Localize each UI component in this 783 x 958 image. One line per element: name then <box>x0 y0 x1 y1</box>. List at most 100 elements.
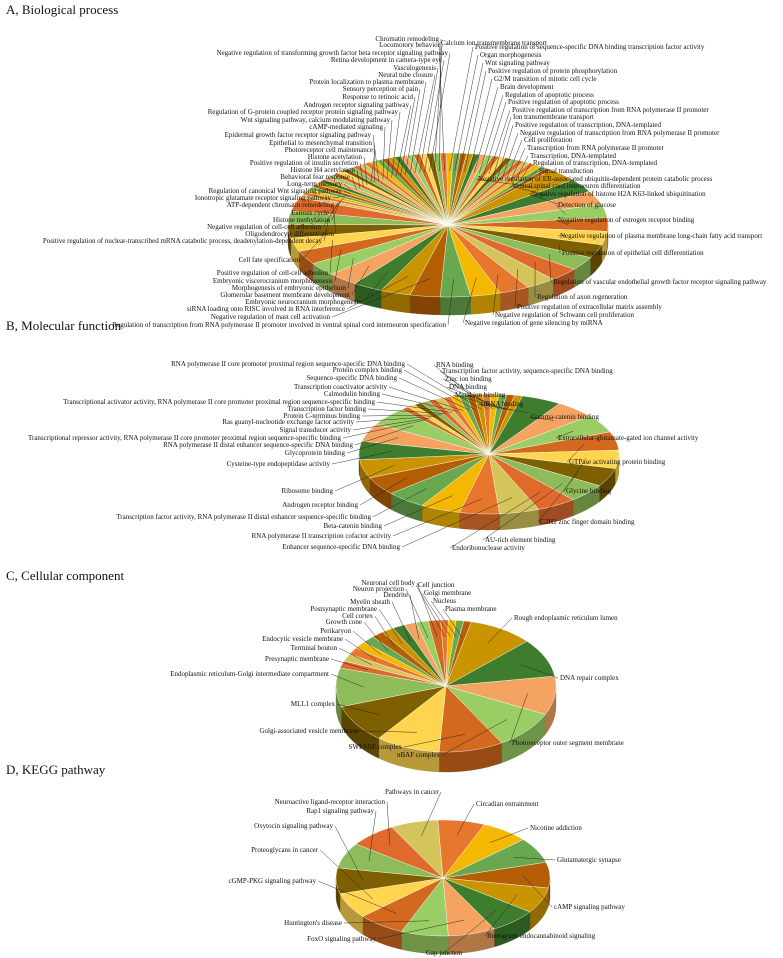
slice-label: Signal transduction <box>539 167 594 175</box>
slice-label: Wnt signaling pathway, calcium modulatin… <box>241 116 391 124</box>
leader-line <box>342 419 427 439</box>
leader-line <box>329 239 333 274</box>
leader-line <box>454 54 479 172</box>
slice-label: Regulation of transcription, DNA-templat… <box>533 159 658 167</box>
slice-label: Neural tube closure <box>378 71 433 79</box>
slice-label: Glycine binding <box>566 487 612 495</box>
slice-label: Chromatin remodeling <box>375 35 439 43</box>
slice-label: Transcription from RNA polymerase II pro… <box>527 144 664 152</box>
slice-label: Nicotine addiction <box>530 824 582 832</box>
leader-line <box>361 414 441 417</box>
leader-line <box>388 386 464 411</box>
slice-label: Sensory perception of pain <box>343 85 419 93</box>
pie-chart-1: Calcium ion transmembrane transportPosit… <box>43 35 767 329</box>
slice-label: Dendrite <box>384 591 409 599</box>
slice-label: Positive regulation of epithelial cell d… <box>562 249 704 257</box>
leader-line <box>403 369 476 410</box>
pie-slice <box>437 819 485 879</box>
leader-line <box>464 70 487 172</box>
leader-line <box>395 104 412 177</box>
slice-label: GTPase activating protein binding <box>569 458 666 466</box>
leader-line <box>442 378 500 410</box>
leader-line <box>382 126 386 180</box>
leader-line <box>489 827 529 843</box>
slice-label: Metal ion binding <box>455 391 506 399</box>
slice-label: Transcription factor activity, RNA polym… <box>116 513 371 521</box>
leader-line <box>446 386 506 410</box>
slice-label: Transcription coactivator activity <box>294 383 388 391</box>
pie-slice <box>376 409 490 455</box>
slice-label: Nucleus <box>433 597 456 605</box>
leader-line <box>330 658 369 671</box>
leader-line <box>391 111 401 178</box>
slice-label: Regulation of transcription from RNA pol… <box>112 321 446 329</box>
slice-label: Long-term memory <box>287 180 343 188</box>
leader-line <box>331 201 341 221</box>
slice-label: Positive regulation of transcription, DN… <box>515 121 661 129</box>
slice-label: Retrograde endocannabinoid signaling <box>487 932 596 940</box>
leader-line <box>469 78 493 172</box>
leader-line <box>401 497 512 548</box>
pie-slice <box>378 685 447 753</box>
leader-line <box>317 880 397 914</box>
leader-line <box>497 124 514 176</box>
slice-label: Ventral spinal cord interneuron differen… <box>512 182 641 190</box>
pie-slice <box>433 152 449 226</box>
pie-slice <box>442 824 524 879</box>
slice-label: cAMP signaling pathway <box>554 903 625 911</box>
leader-line <box>405 588 429 638</box>
pie-slice <box>488 431 619 455</box>
leader-line <box>548 253 552 283</box>
leader-line <box>409 594 420 640</box>
slice-label: C2H2 zinc finger domain binding <box>540 518 635 526</box>
pie-slice <box>442 877 549 913</box>
leader-line <box>409 81 427 174</box>
slice-label: Wnt signaling pathway <box>485 59 550 67</box>
leader-line <box>555 204 566 215</box>
slice-label: Transcriptional repressor activity, RNA … <box>28 434 342 442</box>
pie-slice <box>391 819 444 879</box>
leader-line <box>343 190 351 194</box>
pie-slice <box>369 453 490 494</box>
leader-line <box>403 733 466 748</box>
pie-slice <box>335 667 447 707</box>
slice-label: Ribosome binding <box>281 487 333 495</box>
slice-label: cGMP-PKG signaling pathway <box>229 877 317 885</box>
slice-label: Embryonic viscerocranium morphogenesis <box>213 277 333 285</box>
slice-label: DNA repair complex <box>560 674 619 682</box>
pie-slice <box>337 843 444 879</box>
slice-label: Rough endoplasmic reticulum lumen <box>514 614 618 622</box>
leader-line <box>378 608 403 645</box>
slice-label: Beta-catenin binding <box>323 522 382 530</box>
slice-label: Positive regulation of transcription fro… <box>512 106 709 114</box>
slice-label: Terminal bouton <box>291 644 338 652</box>
slice-label: Vasculogenesis <box>393 64 436 72</box>
leader-line <box>332 195 348 199</box>
leader-line <box>368 810 377 862</box>
slice-label: Locomotory behavior <box>379 41 441 49</box>
leader-line <box>483 101 507 174</box>
pie-slice <box>341 685 447 739</box>
leader-line <box>372 134 380 181</box>
leader-line <box>462 277 477 324</box>
slice-label: Negative regulation of gene silencing by… <box>465 319 603 327</box>
slice-label: ATP-dependent chromatin remodeling <box>227 201 335 209</box>
leader-line <box>566 443 585 463</box>
leader-line <box>519 162 532 182</box>
slice-label: RNA polymerase II core promoter proximal… <box>171 360 405 368</box>
pie-slice <box>488 395 560 455</box>
leader-line <box>359 162 364 187</box>
slice-label: Postsynaptic membrane <box>310 605 377 613</box>
leader-line <box>362 271 388 303</box>
leader-line <box>360 730 417 733</box>
pie-slice <box>442 877 495 937</box>
leader-line <box>331 451 392 465</box>
slice-label: Proteoglycans in cancer <box>251 846 319 854</box>
pie-slice <box>445 641 556 687</box>
slice-label: Cell fate specification <box>239 256 301 264</box>
pie-slice <box>390 453 490 506</box>
leader-line <box>323 219 329 242</box>
slice-label: Epithelial to mesenchymal transition <box>269 139 372 147</box>
leader-line <box>343 183 354 192</box>
